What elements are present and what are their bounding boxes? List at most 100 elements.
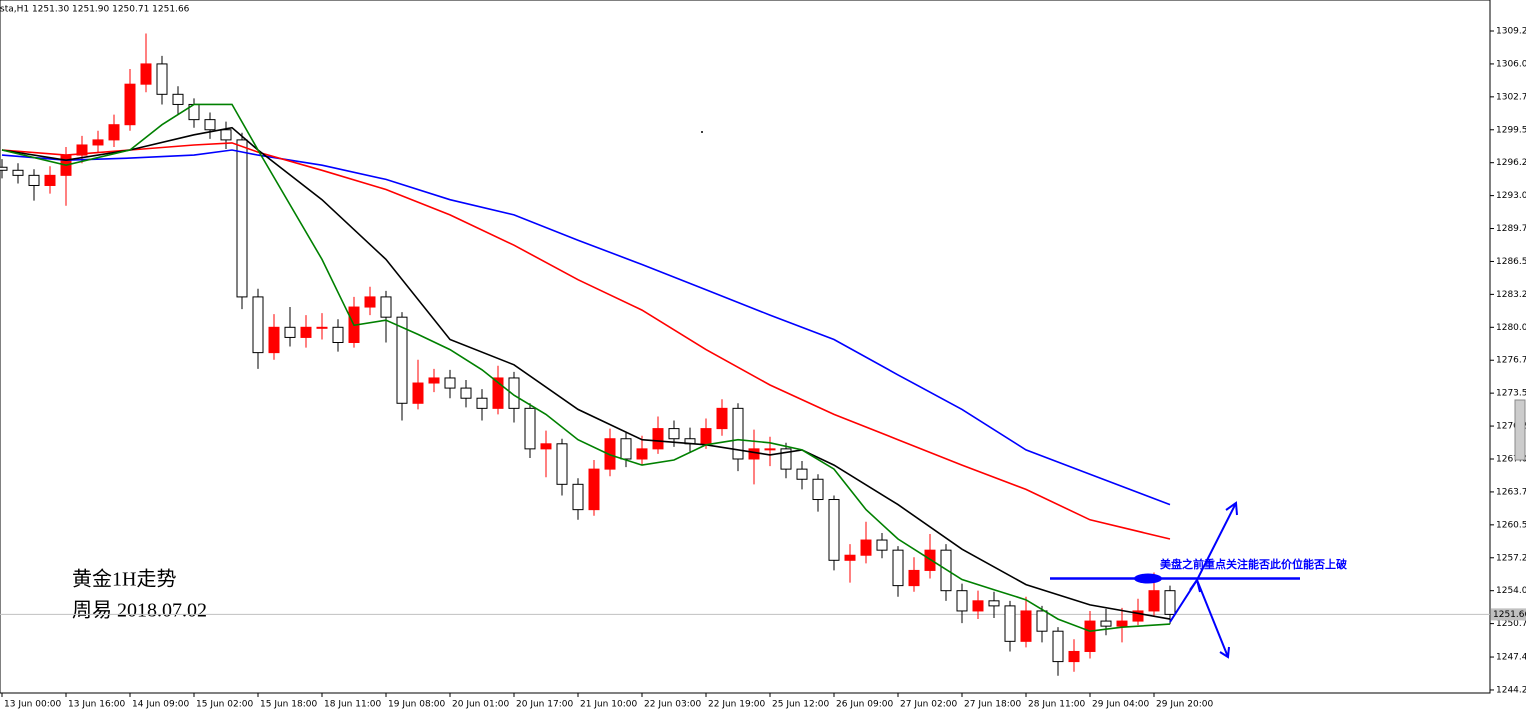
resistance-marker xyxy=(1134,573,1162,584)
y-tick-label: 1302.75 xyxy=(1496,92,1526,102)
candle-body xyxy=(588,468,600,511)
x-tick-label: 29 Jun 20:00 xyxy=(1156,700,1213,710)
candle-body xyxy=(476,397,488,409)
x-tick-label: 21 Jun 10:00 xyxy=(580,700,637,710)
y-tick-label: 1296.25 xyxy=(1496,158,1526,168)
y-tick-label: 1306.00 xyxy=(1496,59,1526,69)
x-tick-label: 22 Jun 03:00 xyxy=(644,700,701,710)
candle-body xyxy=(252,296,264,354)
y-tick-label: 1293.00 xyxy=(1496,191,1526,201)
y-tick-label: 1267.00 xyxy=(1496,454,1526,464)
candle-body xyxy=(844,554,856,561)
candle-body xyxy=(492,377,504,409)
candle-body xyxy=(1100,620,1112,627)
candle-body xyxy=(940,549,952,592)
annotation: 美盘之前重点关注能否此价位能否上破 xyxy=(1160,557,1347,571)
candle-body xyxy=(828,499,840,561)
candle-body xyxy=(44,174,56,186)
x-tick-label: 14 Jun 09:00 xyxy=(132,700,189,710)
arrow-head xyxy=(1219,646,1230,659)
x-tick-label: 13 Jun 00:00 xyxy=(4,700,61,710)
arrow-down xyxy=(1196,579,1229,658)
x-tick-label: 15 Jun 18:00 xyxy=(260,700,317,710)
candle-body xyxy=(860,539,872,556)
arrow-head xyxy=(1189,577,1201,593)
x-tick-label: 25 Jun 12:00 xyxy=(772,700,829,710)
moving-average xyxy=(1,142,1171,540)
last-price-label: 1251.66 xyxy=(1493,610,1526,620)
candle-body xyxy=(716,407,728,430)
candle-body xyxy=(636,448,648,460)
candle-body xyxy=(172,93,184,105)
candle-body xyxy=(412,382,424,404)
moving-average xyxy=(1,103,1171,633)
candle-body xyxy=(108,124,120,141)
candle-body xyxy=(796,468,808,480)
chart-title: 黄金1H走势 xyxy=(72,568,176,591)
candle-body xyxy=(700,428,712,445)
candle-body xyxy=(316,326,328,329)
candle-body xyxy=(396,316,408,404)
dot xyxy=(701,131,703,133)
candle-body xyxy=(556,443,568,485)
moving-average xyxy=(1,149,1171,506)
candle-body xyxy=(1004,605,1016,642)
candle-body xyxy=(876,539,888,551)
x-tick-label: 18 Jun 11:00 xyxy=(324,700,381,710)
candle-body xyxy=(1068,650,1080,663)
plot-layer: 1309.25 1306.00 1302.75 1299.50 1296.25 1293.… xyxy=(0,26,1526,710)
candle-body xyxy=(1084,620,1096,652)
y-tick-label: 1273.50 xyxy=(1496,389,1526,399)
candle-body xyxy=(332,326,344,343)
x-tick-label: 27 Jun 02:00 xyxy=(900,700,957,710)
x-tick-label: 28 Jun 11:00 xyxy=(1028,700,1085,710)
chart-subtitle: 周易 2018.07.02 xyxy=(72,600,207,622)
candle-body xyxy=(444,377,456,389)
x-tick-label: 22 Jun 19:00 xyxy=(708,700,765,710)
y-tick-label: 1250.75 xyxy=(1496,619,1526,629)
x-tick-label: 19 Jun 08:00 xyxy=(388,700,445,710)
candle-body xyxy=(780,448,792,470)
y-tick-label: 1257.25 xyxy=(1496,553,1526,563)
x-tick-label: 15 Jun 02:00 xyxy=(196,700,253,710)
x-tick-label: 26 Jun 09:00 xyxy=(836,700,893,710)
y-tick-label: 1254.00 xyxy=(1496,586,1526,596)
x-tick-label: 20 Jun 01:00 xyxy=(452,700,509,710)
candle-body xyxy=(764,448,776,451)
last-price-box xyxy=(1491,608,1526,621)
candle-body xyxy=(28,174,40,186)
candle-body xyxy=(1020,610,1032,642)
y-tick-label: 1299.50 xyxy=(1496,125,1526,135)
arrows xyxy=(1169,501,1238,659)
y-tick-label: 1276.75 xyxy=(1496,356,1526,366)
x-tick-label: 27 Jun 18:00 xyxy=(964,700,1021,710)
candle-body xyxy=(156,63,168,95)
candle-body xyxy=(284,326,296,338)
candle-body xyxy=(1132,610,1144,622)
candle-body xyxy=(812,478,824,501)
candle-body xyxy=(620,438,632,460)
candle-body xyxy=(668,428,680,440)
candle-body xyxy=(12,169,24,176)
y-tick-label: 1247.45 xyxy=(1496,653,1526,663)
candle-body xyxy=(972,600,984,612)
y-tick-label: 1270.25 xyxy=(1496,422,1526,432)
arrow-head xyxy=(1225,501,1238,516)
candle-body xyxy=(76,144,88,156)
candle-body xyxy=(300,326,312,338)
y-tick-label: 1309.25 xyxy=(1496,26,1526,36)
widget xyxy=(1514,399,1526,461)
moving-average xyxy=(1,126,1171,620)
candle-body xyxy=(892,549,904,587)
candle-body xyxy=(524,407,536,450)
candle-body xyxy=(220,129,232,141)
candle-body xyxy=(1164,590,1176,615)
candle-body xyxy=(92,139,104,146)
y-tick-label: 1286.50 xyxy=(1496,257,1526,267)
candle-body xyxy=(1148,590,1160,612)
y-tick-label: 1244.20 xyxy=(1496,685,1526,695)
chart-header: sta,H1 1251.30 1251.90 1250.71 1251.66 xyxy=(0,5,190,15)
candle-body xyxy=(268,326,280,354)
y-tick-label: 1289.75 xyxy=(1496,224,1526,234)
